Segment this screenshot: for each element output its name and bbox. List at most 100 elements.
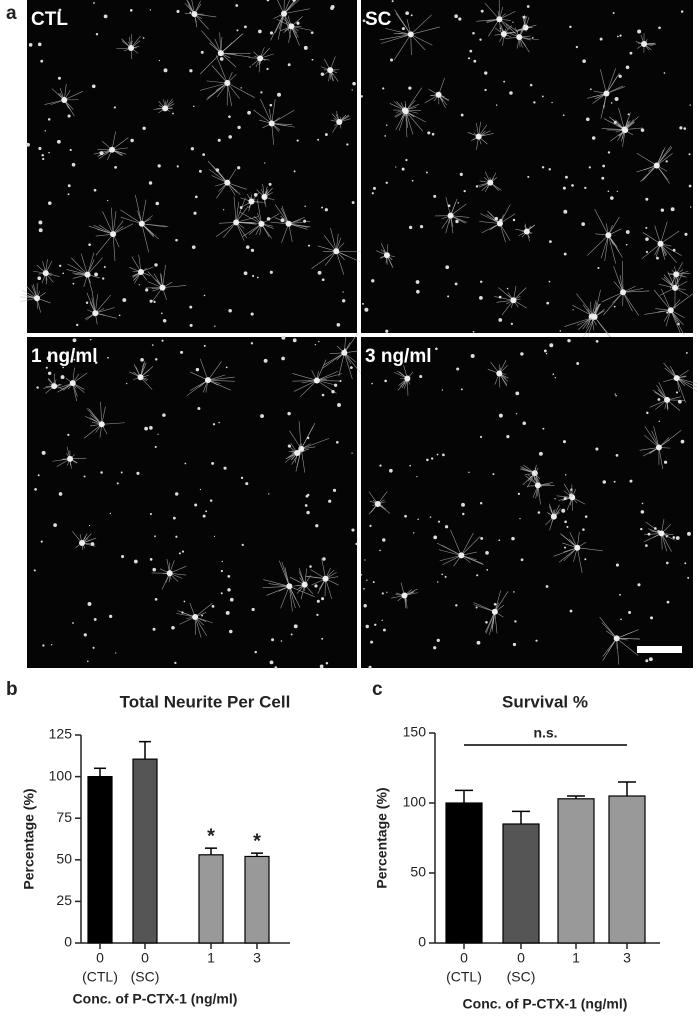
debris xyxy=(627,113,630,116)
cell-body xyxy=(286,583,293,590)
cell-body xyxy=(78,540,85,547)
debris xyxy=(612,11,615,14)
neurite xyxy=(223,222,237,238)
debris xyxy=(689,206,692,208)
neurite xyxy=(505,24,520,38)
debris xyxy=(610,102,613,104)
debris xyxy=(126,382,128,385)
debris xyxy=(371,192,374,195)
neurite xyxy=(271,123,295,128)
debris xyxy=(95,33,99,36)
debris xyxy=(154,263,158,267)
debris xyxy=(260,414,264,418)
debris xyxy=(552,373,555,375)
debris xyxy=(625,65,630,70)
neurite xyxy=(288,220,311,225)
debris xyxy=(319,664,324,669)
neurite xyxy=(658,382,668,401)
cell-body xyxy=(42,270,49,277)
cell-body xyxy=(383,252,390,259)
neurite xyxy=(316,370,339,381)
neurite xyxy=(385,28,411,35)
debris xyxy=(479,38,482,41)
cell-body xyxy=(591,313,598,320)
debris xyxy=(458,17,462,21)
debris xyxy=(175,238,178,242)
cell-body xyxy=(280,10,287,17)
debris xyxy=(254,650,257,654)
neurite xyxy=(284,567,290,587)
neurite xyxy=(676,377,697,392)
neurite xyxy=(271,123,293,125)
neurite xyxy=(293,380,317,392)
debris xyxy=(584,515,588,518)
debris xyxy=(571,184,574,187)
debris xyxy=(410,14,413,17)
debris xyxy=(121,554,125,559)
debris xyxy=(239,206,243,209)
neurite xyxy=(323,235,337,252)
debris xyxy=(616,190,618,193)
debris xyxy=(569,25,572,29)
debris xyxy=(499,27,502,29)
debris xyxy=(237,125,241,130)
debris xyxy=(597,266,600,270)
neurite xyxy=(656,147,673,166)
debris xyxy=(382,87,385,90)
debris xyxy=(572,309,574,311)
debris xyxy=(114,166,117,169)
debris xyxy=(306,510,310,515)
debris xyxy=(395,166,397,168)
neurite xyxy=(604,235,609,261)
cell-body xyxy=(407,31,414,38)
debris xyxy=(311,58,314,61)
debris xyxy=(549,240,552,243)
cell-body xyxy=(192,614,199,621)
micrograph-background xyxy=(361,337,693,668)
neurite xyxy=(233,196,237,223)
neurite xyxy=(519,36,539,41)
neurite xyxy=(379,34,411,41)
cell-body xyxy=(613,635,620,642)
debris xyxy=(601,176,605,180)
y-axis-label: Percentage (%) xyxy=(21,788,37,889)
debris xyxy=(229,597,234,602)
cell-body xyxy=(67,455,74,462)
debris xyxy=(444,575,447,578)
debris xyxy=(363,604,367,608)
debris xyxy=(666,311,669,314)
debris xyxy=(252,274,255,278)
neurite xyxy=(88,225,114,235)
debris xyxy=(26,142,30,147)
debris xyxy=(161,339,164,342)
debris xyxy=(616,35,619,38)
cell-body xyxy=(641,40,648,47)
y-tick-label: 100 xyxy=(403,794,427,810)
debris xyxy=(679,126,683,130)
debris xyxy=(562,440,567,444)
x-axis-label: Conc. of P-CTX-1 (ng/ml) xyxy=(463,996,628,1012)
debris xyxy=(155,358,158,361)
debris xyxy=(321,206,324,209)
y-tick-label: 50 xyxy=(56,851,72,867)
neurite xyxy=(405,111,414,135)
neurite xyxy=(215,55,228,84)
debris xyxy=(213,535,216,537)
debris xyxy=(512,21,514,23)
debris xyxy=(607,190,610,193)
debris xyxy=(588,166,591,169)
debris xyxy=(613,120,617,124)
chart-title: Total Neurite Per Cell xyxy=(120,692,291,711)
neurite xyxy=(488,19,500,37)
debris xyxy=(144,426,148,431)
debris xyxy=(372,581,375,584)
micrograph-background xyxy=(27,0,357,333)
debris xyxy=(37,42,42,47)
cell-body xyxy=(491,608,498,615)
debris xyxy=(103,265,106,268)
neurite xyxy=(263,579,290,587)
debris xyxy=(247,110,251,115)
neurite xyxy=(494,590,501,612)
neurite xyxy=(261,213,280,225)
debris xyxy=(462,512,465,516)
